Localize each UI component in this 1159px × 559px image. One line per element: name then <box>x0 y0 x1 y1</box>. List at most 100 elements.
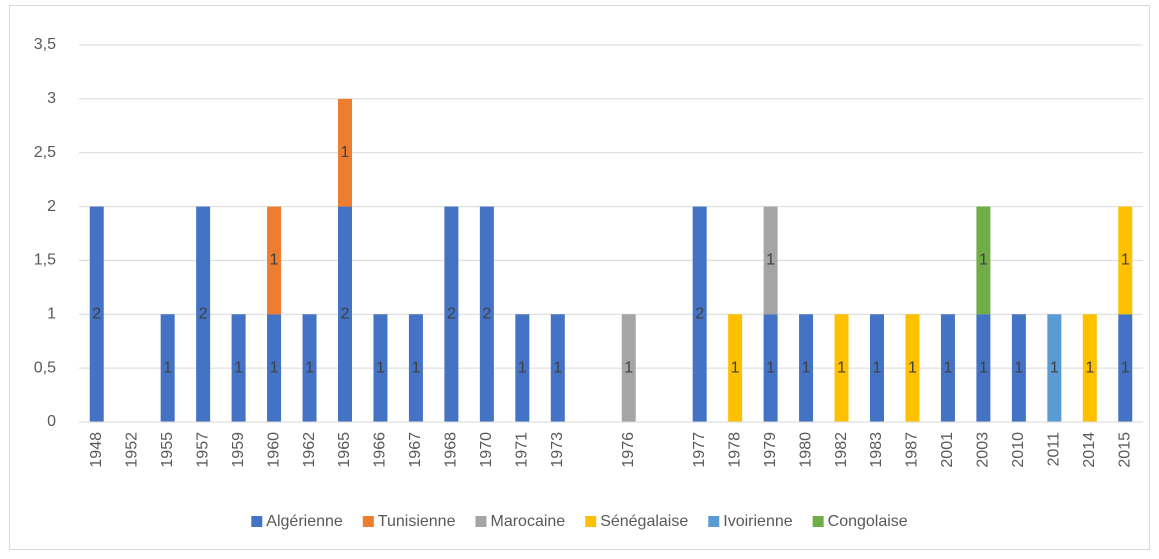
x-tick-label: 2014 <box>1081 432 1098 468</box>
data-label: 1 <box>979 252 988 269</box>
bar-segment <box>160 314 175 422</box>
legend-label: Algérienne <box>266 513 343 530</box>
x-tick-label: 1979 <box>762 432 779 468</box>
x-tick-label: 1987 <box>904 432 921 468</box>
data-label: 1 <box>943 359 952 376</box>
legend-label: Sénégalaise <box>600 513 688 530</box>
data-label: 1 <box>270 359 279 376</box>
data-label: 1 <box>766 359 775 376</box>
x-tick-label: 1968 <box>443 432 460 468</box>
bar-segment <box>976 206 991 315</box>
x-tick-label: 1959 <box>230 432 247 468</box>
x-tick-label: 2003 <box>975 432 992 468</box>
data-label: 1 <box>731 359 740 376</box>
y-tick-label: 2 <box>47 198 56 215</box>
y-tick-label: 2,5 <box>34 144 56 161</box>
data-label: 1 <box>341 144 350 161</box>
data-label: 1 <box>518 359 527 376</box>
x-tick-label: 1948 <box>88 432 105 468</box>
x-tick-label: 1967 <box>407 432 424 468</box>
bar-segment <box>231 314 246 422</box>
data-label: 1 <box>873 359 882 376</box>
data-label: 2 <box>482 306 491 323</box>
bar-segment <box>763 314 778 422</box>
data-label: 1 <box>624 359 633 376</box>
data-label: 1 <box>270 252 279 269</box>
bar-segment <box>799 314 814 422</box>
data-label: 1 <box>1121 252 1130 269</box>
y-tick-label: 0 <box>47 413 56 430</box>
bar-segment <box>692 206 707 422</box>
x-tick-label: 1960 <box>265 432 282 468</box>
bar-segment <box>338 206 352 422</box>
legend-label: Congolaise <box>828 513 908 530</box>
bar-segment <box>550 314 565 422</box>
legend-label: Tunisienne <box>378 513 456 530</box>
bar-segment <box>763 206 778 315</box>
data-label: 2 <box>695 306 704 323</box>
bar-segment <box>940 314 955 422</box>
data-label: 1 <box>163 359 172 376</box>
x-tick-label: 1966 <box>372 432 389 468</box>
bar-segment <box>373 314 388 422</box>
data-label: 2 <box>92 306 101 323</box>
x-tick-label: 2010 <box>1010 432 1027 468</box>
x-tick-label: 2011 <box>1046 432 1063 467</box>
bar-segment <box>621 314 636 422</box>
bar-segment <box>408 314 423 422</box>
bar-segment <box>905 314 920 422</box>
x-tick-label: 1970 <box>478 432 495 468</box>
data-label: 1 <box>1050 359 1059 376</box>
x-tick-label: 1965 <box>336 432 353 468</box>
x-tick-label: 1976 <box>620 432 637 468</box>
bar-segment <box>302 314 317 422</box>
data-label: 1 <box>1014 359 1023 376</box>
data-label: 1 <box>802 359 811 376</box>
legend-label: Ivoirienne <box>723 513 792 530</box>
x-tick-label: 1978 <box>726 432 743 468</box>
x-tick-label: 1977 <box>691 432 708 468</box>
x-tick-label: 1952 <box>123 432 140 468</box>
data-label: 1 <box>553 359 562 376</box>
bar-segment <box>267 206 282 315</box>
data-label: 1 <box>411 359 420 376</box>
data-label: 1 <box>234 359 243 376</box>
x-tick-label: 1983 <box>868 432 885 468</box>
x-tick-label: 1971 <box>514 432 531 468</box>
bar-segment <box>834 314 849 422</box>
legend-swatch <box>475 516 487 527</box>
x-tick-label: 2001 <box>939 432 956 468</box>
legend-swatch <box>708 516 720 527</box>
bar-segment <box>870 314 884 422</box>
legend-swatch <box>251 516 263 527</box>
x-tick-label: 1982 <box>833 432 850 468</box>
legend-swatch <box>812 516 824 527</box>
bar-segment <box>728 314 743 422</box>
legend-label: Marocaine <box>490 513 565 530</box>
x-tick-label: 1980 <box>797 432 814 468</box>
data-label: 2 <box>199 306 208 323</box>
y-tick-label: 1,5 <box>34 252 56 269</box>
x-tick-label: 2015 <box>1116 432 1133 468</box>
bar-segment <box>1047 314 1062 422</box>
data-label: 1 <box>1085 359 1094 376</box>
y-tick-label: 3 <box>47 90 56 107</box>
bar-segment <box>338 98 352 207</box>
bar-segment <box>196 206 211 422</box>
y-tick-label: 1 <box>47 306 56 323</box>
bar-segment <box>515 314 530 422</box>
bar-segment <box>479 206 494 422</box>
data-label: 1 <box>837 359 846 376</box>
bar-segment <box>444 206 459 422</box>
bar-segment <box>1118 206 1133 315</box>
y-tick-label: 0,5 <box>34 359 56 376</box>
bar-segment <box>1082 314 1097 422</box>
bar-segment <box>1118 314 1133 422</box>
data-label: 2 <box>341 306 350 323</box>
bar-segment <box>267 314 282 422</box>
data-label: 1 <box>376 359 385 376</box>
legend-swatch <box>585 516 597 527</box>
data-label: 1 <box>1121 359 1130 376</box>
bar-segment <box>1011 314 1026 422</box>
